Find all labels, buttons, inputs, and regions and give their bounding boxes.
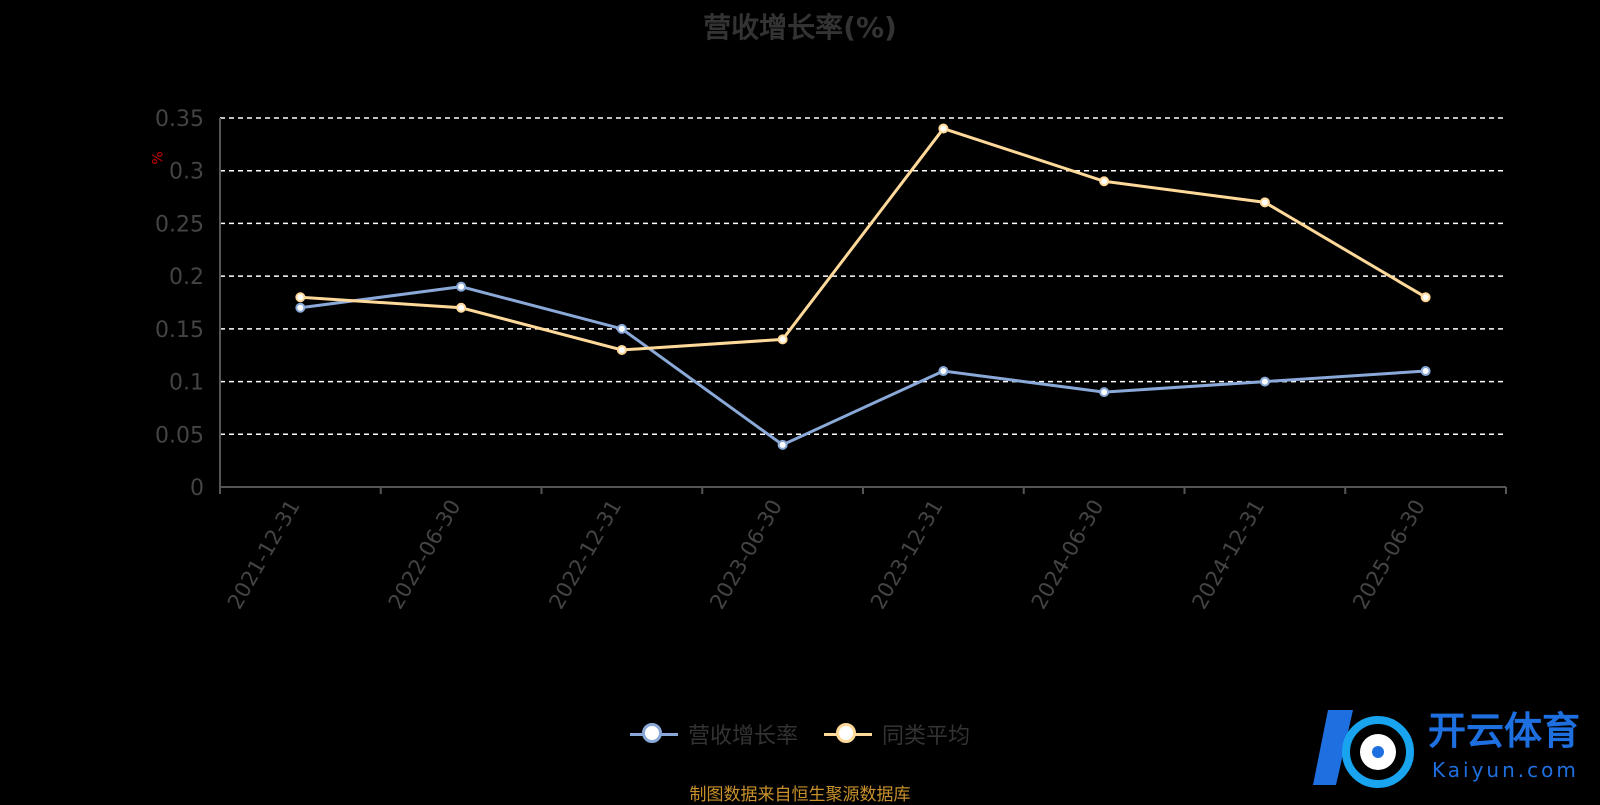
data-point-series-2 bbox=[1259, 197, 1270, 208]
x-tick-label: 2025-06-30 bbox=[1348, 496, 1430, 614]
legend-label-series-2: 同类平均 bbox=[882, 724, 971, 749]
data-point-series-2 bbox=[777, 334, 788, 345]
legend-item-series-1[interactable]: 营收增长率 bbox=[629, 718, 798, 750]
x-tick-label: 2024-06-30 bbox=[1027, 496, 1109, 614]
y-tick-label: 0.2 bbox=[169, 265, 204, 290]
data-point-series-2 bbox=[938, 123, 949, 134]
x-tick-label: 2023-06-30 bbox=[705, 496, 787, 614]
y-tick-label: 0.05 bbox=[155, 423, 204, 448]
x-tick-label: 2023-12-31 bbox=[866, 496, 948, 614]
data-point-series-2 bbox=[1420, 292, 1431, 303]
chart-title: 营收增长率(%) bbox=[703, 11, 897, 44]
x-tick-label: 2022-12-31 bbox=[544, 496, 626, 614]
watermark-logo: 开云体育 Kaiyun.com bbox=[1308, 700, 1598, 795]
data-point-series-1 bbox=[295, 302, 306, 313]
series-lines bbox=[295, 123, 1431, 450]
x-tick-label: 2024-12-31 bbox=[1187, 496, 1269, 614]
data-point-series-1 bbox=[938, 366, 949, 377]
data-point-series-1 bbox=[616, 323, 627, 334]
legend-item-series-2[interactable]: 同类平均 bbox=[824, 718, 970, 750]
grid-lines bbox=[220, 117, 1506, 436]
watermark-subtext: Kaiyun.com bbox=[1432, 758, 1579, 782]
data-point-series-1 bbox=[777, 439, 788, 450]
y-tick-label: 0.3 bbox=[169, 160, 204, 185]
y-tick-label: 0.15 bbox=[155, 318, 204, 343]
y-tick-label: 0.25 bbox=[155, 212, 204, 237]
logo-icon bbox=[1313, 710, 1414, 788]
legend: 营收增长率 同类平均 bbox=[0, 718, 1600, 750]
watermark-text: 开云体育 bbox=[1428, 709, 1581, 753]
data-point-series-2 bbox=[616, 344, 627, 355]
data-point-series-2 bbox=[456, 302, 467, 313]
x-tick-label: 2021-12-31 bbox=[223, 496, 305, 614]
series-line-2 bbox=[300, 126, 1427, 352]
data-point-series-1 bbox=[1259, 376, 1270, 387]
axes: 0 0.05 0.1 0.15 0.2 0.25 0.3 0.35 2021-12-31 2022… bbox=[155, 107, 1507, 614]
data-point-series-2 bbox=[1099, 176, 1110, 187]
legend-marker-series-1 bbox=[629, 722, 678, 746]
data-point-series-1 bbox=[1420, 366, 1431, 377]
data-point-series-2 bbox=[295, 292, 306, 303]
data-point-series-1 bbox=[456, 281, 467, 292]
data-point-series-1 bbox=[1099, 387, 1110, 398]
x-tick-label: 2022-06-30 bbox=[384, 496, 466, 614]
y-tick-label: 0.35 bbox=[155, 107, 204, 132]
y-tick-label: 0.1 bbox=[169, 371, 204, 396]
series-line-1 bbox=[300, 285, 1426, 447]
legend-marker-series-2 bbox=[824, 722, 872, 746]
legend-label-series-1: 营收增长率 bbox=[687, 724, 798, 749]
y-tick-label: 0 bbox=[190, 476, 204, 501]
